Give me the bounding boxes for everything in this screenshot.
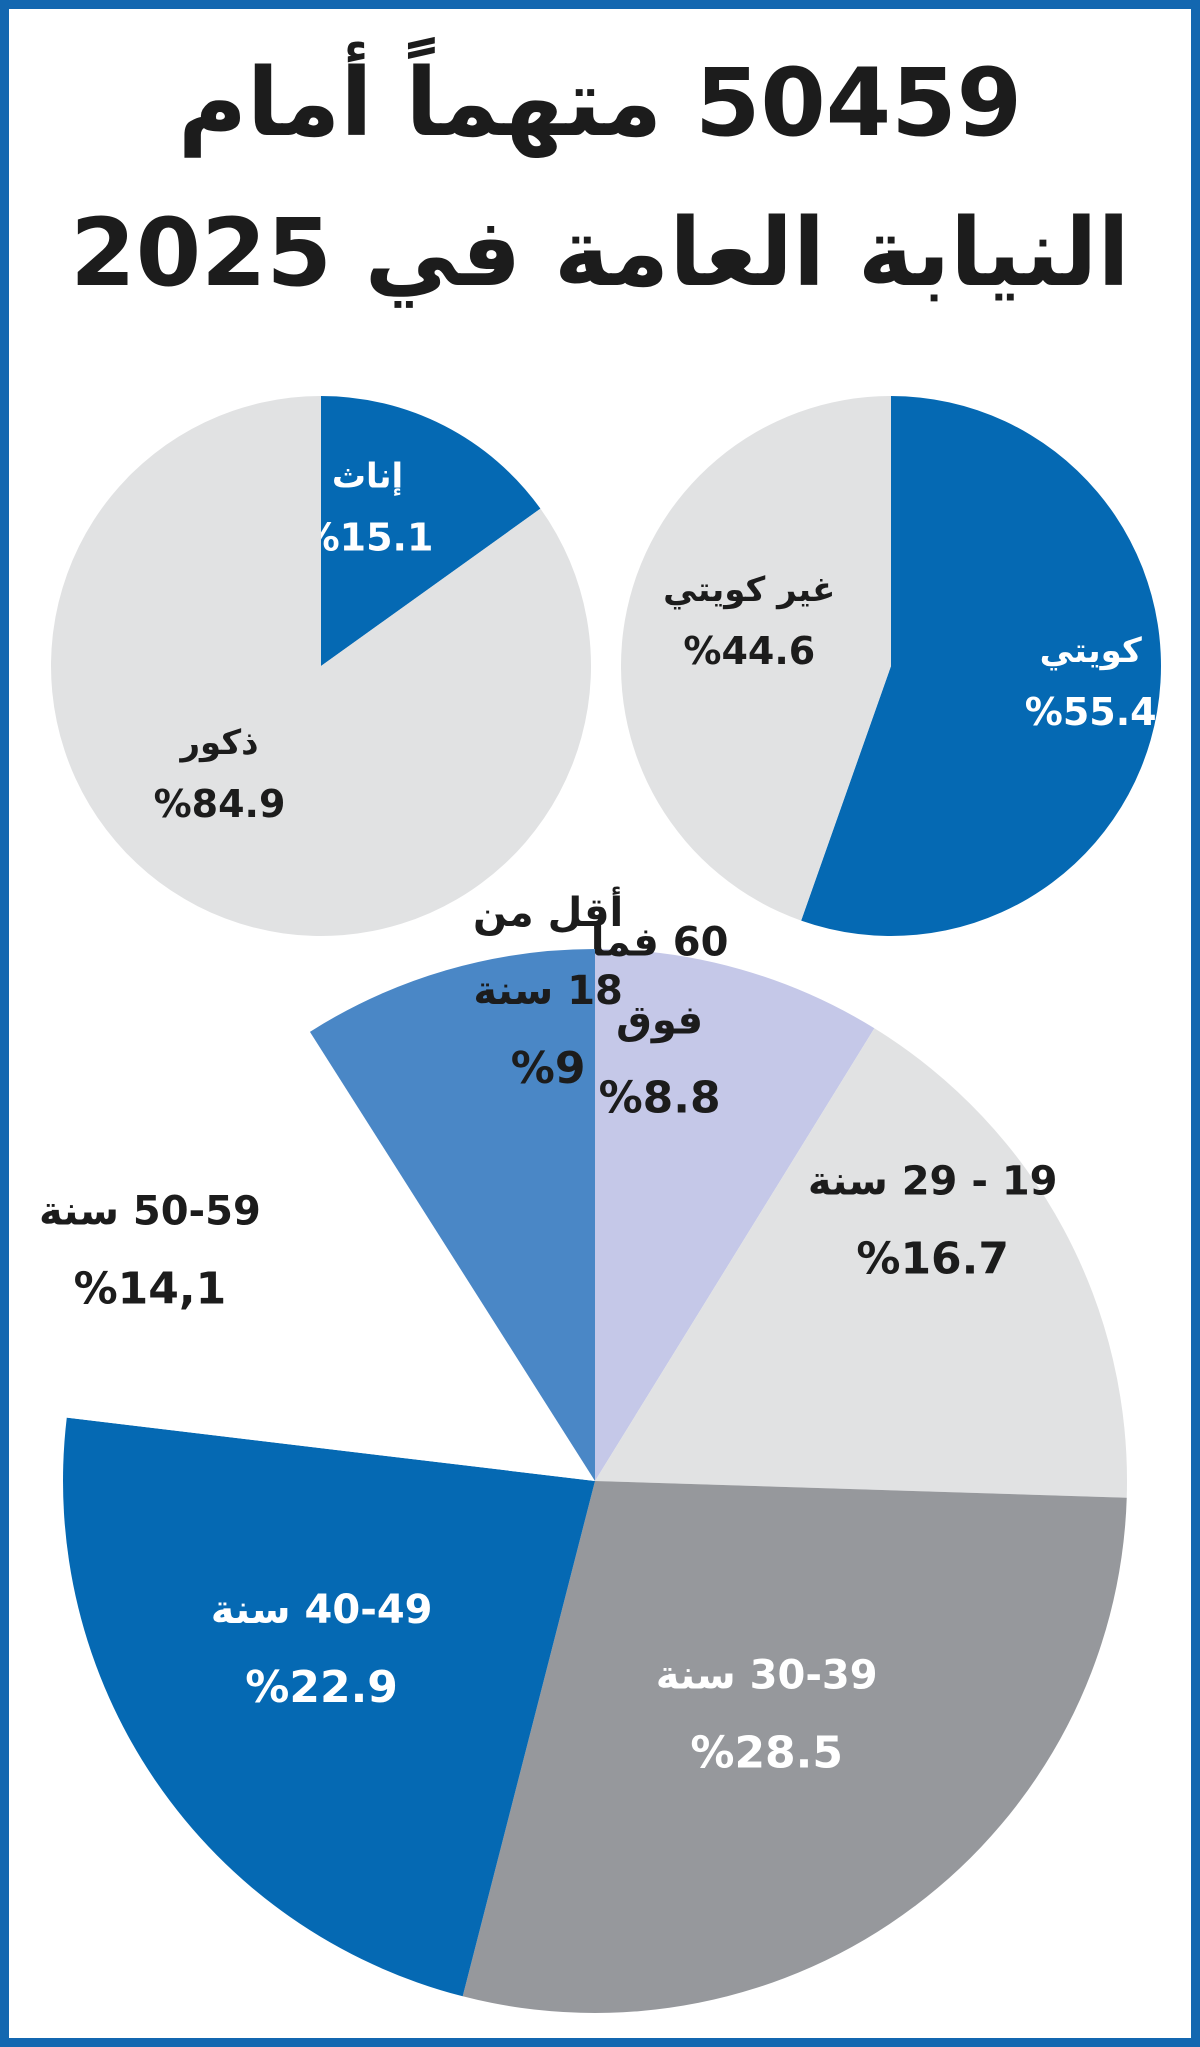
slice-value-label-gender-0: %15.1 <box>302 516 434 560</box>
pie-slice-age-2 <box>462 1481 1127 2014</box>
slice-value-label-gender-1: %84.9 <box>154 782 286 826</box>
pie-chart-age: 60 فما فوق %8.8 19 - 29 سنة %16.7 30-39 سنة %2… <box>39 886 1128 2014</box>
slice-value-label-age-0: %8.8 <box>599 1073 721 1124</box>
pie-slice-nationality-0 <box>801 396 1161 936</box>
slice-value-label-nationality-1: %44.6 <box>683 629 815 673</box>
pie-chart-nationality: كويتي %55.4 غير كويتي %44.6 <box>620 395 1161 936</box>
pie-slice-age-1 <box>595 1028 1128 1498</box>
slice-label-age-2: 30-39 سنة <box>656 1652 878 1698</box>
pie-slice-age-4 <box>66 1031 596 1481</box>
slice-label-age-0: فوق <box>616 998 703 1044</box>
pie-slice-age-3 <box>63 1417 595 1997</box>
slice-value-label-nationality-0: %55.4 <box>1025 690 1157 734</box>
slice-label-age-1: 19 - 29 سنة <box>808 1159 1058 1205</box>
slice-value-label-age-4: %14,1 <box>74 1263 227 1314</box>
slice-label-age-5: أقل من <box>473 886 623 936</box>
slice-label-age-0: 60 فما <box>591 920 729 966</box>
pie-slice-gender-1 <box>51 396 592 936</box>
slice-value-label-age-5: %9 <box>511 1043 586 1094</box>
slice-value-label-age-3: %22.9 <box>245 1662 398 1713</box>
pie-slice-age-5 <box>309 949 595 1481</box>
slice-label-age-4: 50-59 سنة <box>39 1188 261 1234</box>
pie-chart-gender: إناث %15.1 ذكور %84.9 <box>51 396 592 936</box>
slice-label-nationality-0: كويتي <box>1040 631 1142 671</box>
pie-slice-age-0 <box>595 949 875 1481</box>
charts-canvas: كويتي %55.4 غير كويتي %44.6 إناث %15.1 ذكور %84… <box>39 395 1161 2014</box>
pie-slice-nationality-1 <box>620 395 891 921</box>
slice-value-label-age-2: %28.5 <box>690 1727 843 1778</box>
slice-label-nationality-1: غير كويتي <box>663 570 835 610</box>
pie-slice-gender-0 <box>321 396 541 666</box>
slice-label-gender-0: إناث <box>332 457 403 497</box>
slice-label-gender-1: ذكور <box>178 723 258 763</box>
slice-label-age-5: 18 سنة <box>473 968 623 1014</box>
slice-value-label-age-1: %16.7 <box>856 1234 1009 1285</box>
page-title: 50459 متهماً أمام النيابة العامة في 2025 <box>70 49 1130 308</box>
slice-label-age-3: 40-49 سنة <box>211 1587 433 1633</box>
